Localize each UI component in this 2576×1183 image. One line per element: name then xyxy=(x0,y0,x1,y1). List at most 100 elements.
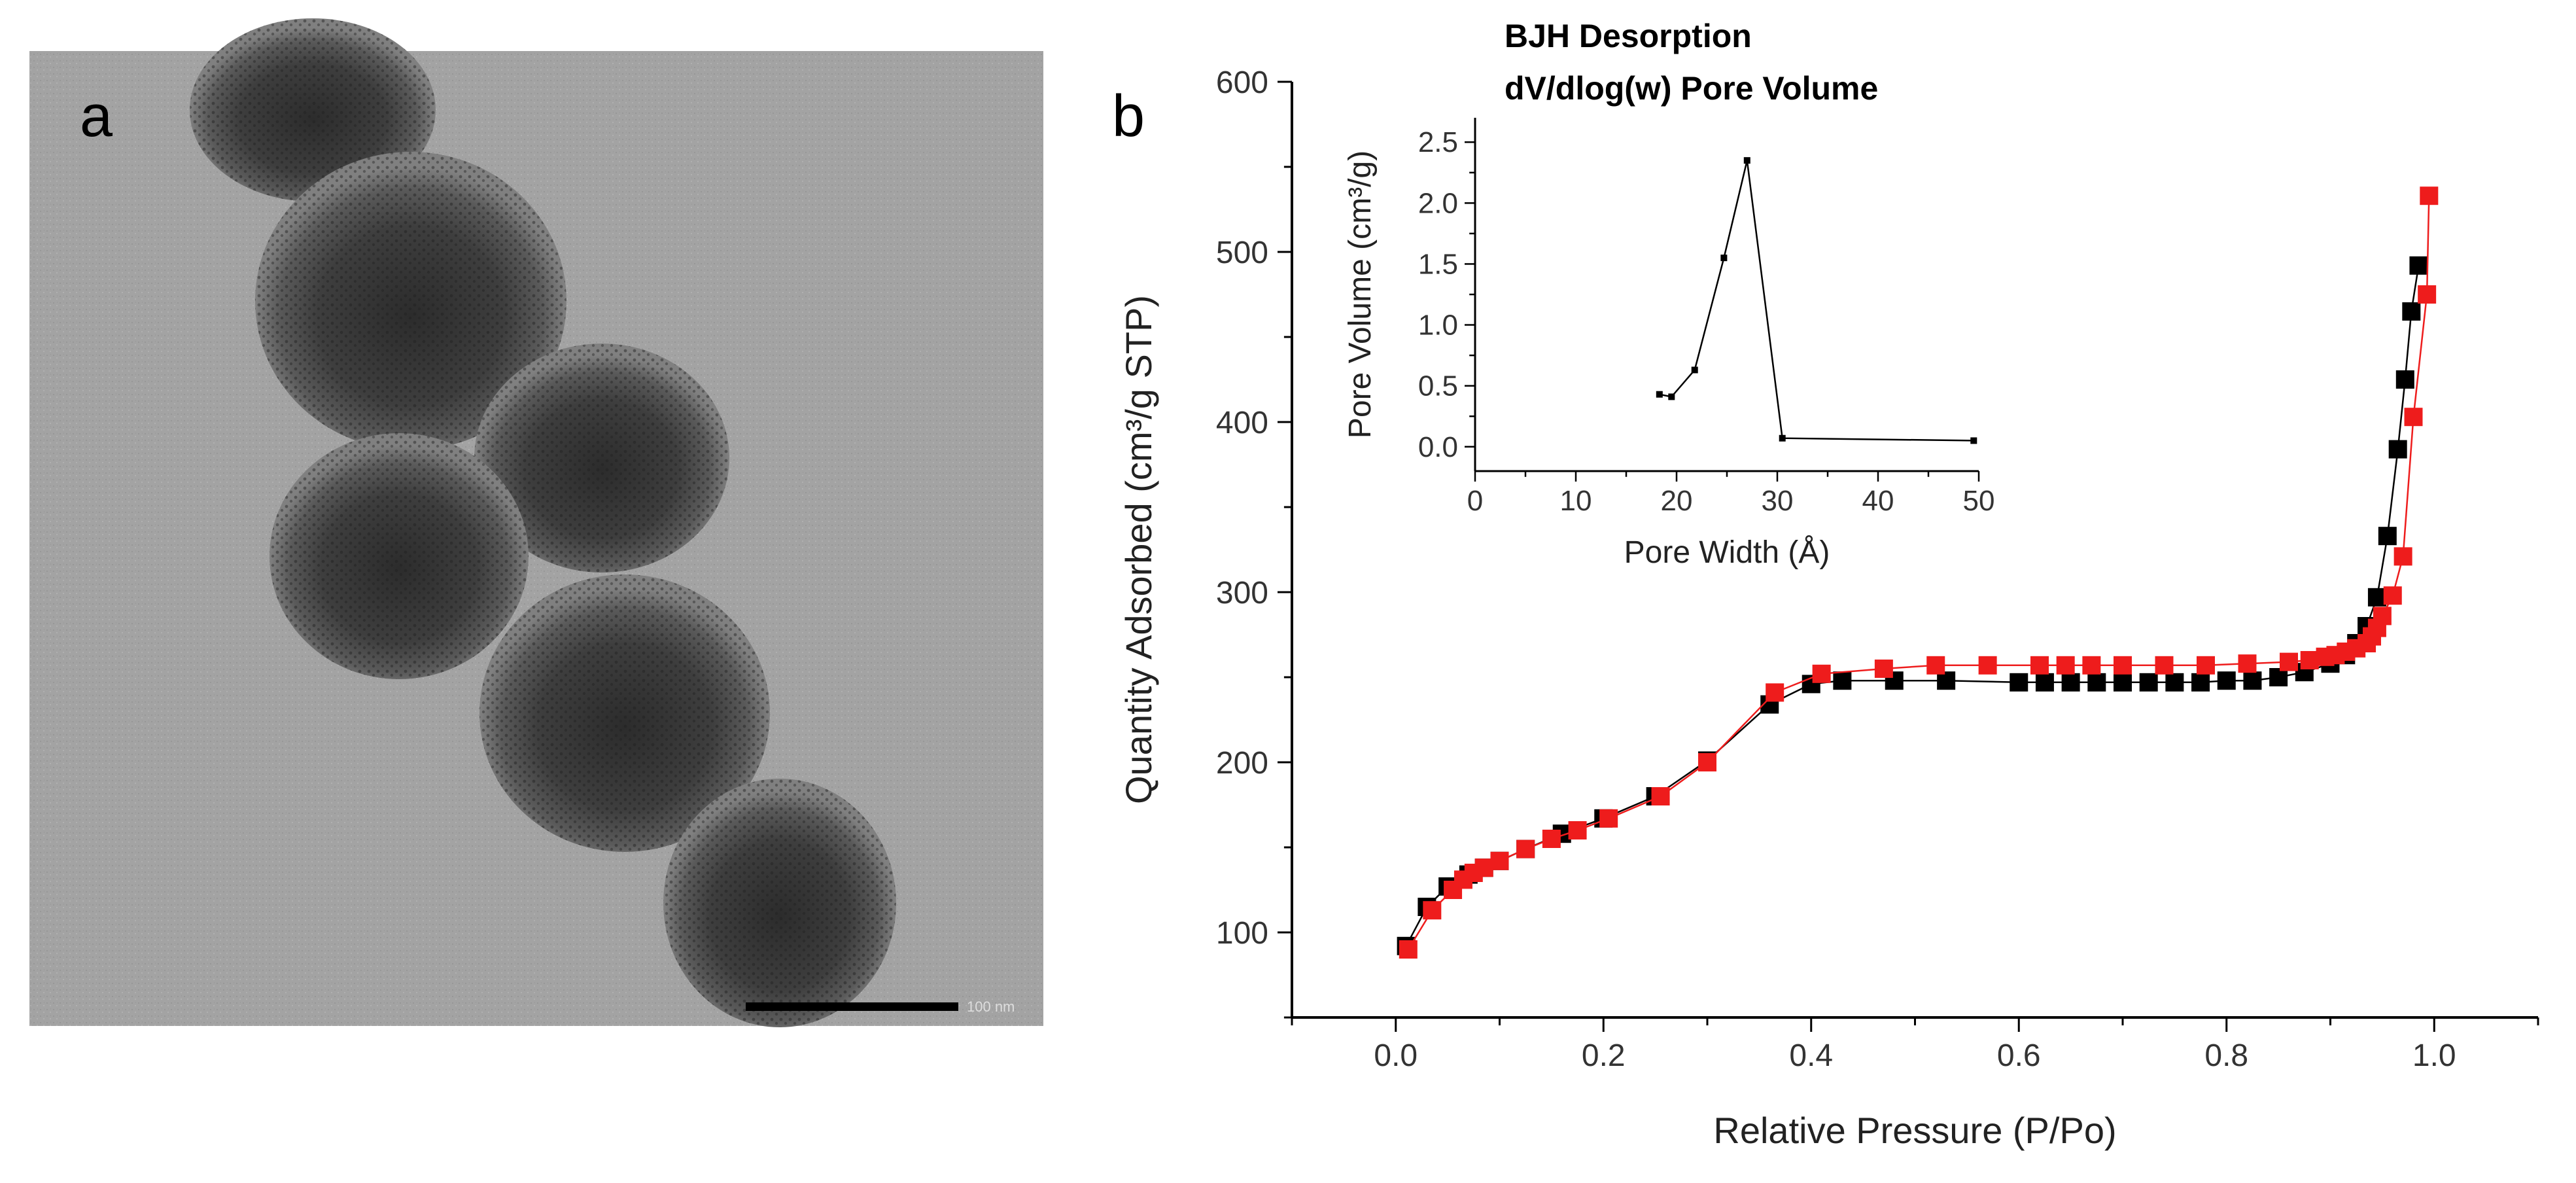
nanosphere xyxy=(479,574,770,852)
bjh-y-tick-label: 2.5 xyxy=(1418,126,1458,158)
isotherm-y-tick-label: 100 xyxy=(1216,916,1268,951)
isotherm-y-tick-label: 500 xyxy=(1216,236,1268,270)
bjh-series-line xyxy=(1659,160,1974,442)
scale-bar-label: 100 nm xyxy=(967,998,1015,1015)
isotherm-data-point xyxy=(2155,656,2174,675)
isotherm-data-point xyxy=(1568,821,1587,839)
isotherm-y-tick-label: 200 xyxy=(1216,746,1268,781)
bjh-title: BJH Desorption xyxy=(1505,18,1752,54)
isotherm-data-point xyxy=(2114,656,2132,675)
bjh-y-axis-title: Pore Volume (cm³/g) xyxy=(1343,150,1378,438)
bjh-x-tick-label: 0 xyxy=(1467,485,1483,517)
isotherm-y-tick-label: 400 xyxy=(1216,406,1268,440)
isotherm-data-point xyxy=(2402,302,2421,321)
isotherm-data-point xyxy=(2165,673,2184,692)
isotherm-data-point xyxy=(2280,652,2298,671)
isotherm-x-tick-label: 0.6 xyxy=(1997,1038,2041,1073)
isotherm-data-point xyxy=(1812,664,1831,683)
isotherm-data-point xyxy=(1766,683,1784,702)
isotherm-data-point xyxy=(2139,673,2158,692)
isotherm-data-point xyxy=(1833,671,1852,690)
isotherm-data-point xyxy=(2395,370,2414,389)
isotherm-data-point xyxy=(2035,673,2054,692)
isotherm-data-point xyxy=(2030,656,2049,675)
isotherm-data-point xyxy=(1490,851,1509,870)
isotherm-data-point xyxy=(2061,673,2080,692)
bjh-data-point xyxy=(1720,255,1728,262)
isotherm-data-point xyxy=(2238,654,2257,673)
isotherm-data-point xyxy=(1444,881,1463,899)
tem-image-panel: 100 nm a xyxy=(29,18,1043,1027)
isotherm-data-point xyxy=(2404,408,2423,427)
bjh-data-point xyxy=(1970,437,1977,444)
bjh-x-tick-label: 50 xyxy=(1963,485,1995,517)
panel-label-b: b xyxy=(1112,84,1145,149)
isotherm-data-point xyxy=(2316,647,2335,666)
bjh-data-point xyxy=(1779,434,1786,442)
isotherm-data-point xyxy=(1542,830,1561,848)
nanosphere-cluster xyxy=(190,18,896,1027)
bjh-x-tick-label: 40 xyxy=(1862,485,1894,517)
isotherm-data-point xyxy=(1698,753,1716,771)
isotherm-y-tick-label: 300 xyxy=(1216,576,1268,610)
isotherm-x-tick-label: 0.0 xyxy=(1374,1038,1418,1073)
nanosphere xyxy=(474,344,729,573)
isotherm-data-point xyxy=(2243,671,2262,690)
bjh-data-point xyxy=(1691,366,1698,374)
isotherm-data-point xyxy=(1926,656,1945,675)
isotherm-data-point xyxy=(1423,901,1442,920)
isotherm-data-point xyxy=(1516,839,1535,858)
isotherm-data-point xyxy=(2056,656,2075,675)
bjh-x-tick-label: 10 xyxy=(1560,485,1592,517)
bjh-y-tick-label: 2.0 xyxy=(1418,187,1458,219)
scale-bar xyxy=(746,1002,958,1011)
isotherm-data-point xyxy=(2300,651,2319,669)
bjh-data-point xyxy=(1743,157,1750,164)
isotherm-series-line xyxy=(1407,196,2430,950)
isotherm-data-point xyxy=(2418,285,2437,304)
isotherm-y-axis-title: Quantity Adsorbed (cm³/g STP) xyxy=(1118,295,1159,804)
isotherm-x-tick-label: 0.8 xyxy=(2204,1038,2248,1073)
isotherm-data-point xyxy=(2383,586,2402,605)
isotherm-data-point xyxy=(2087,673,2106,692)
isotherm-data-point xyxy=(1874,660,1893,678)
isotherm-x-tick-label: 1.0 xyxy=(2412,1038,2456,1073)
isotherm-data-point xyxy=(2420,186,2439,205)
bjh-y-tick-label: 1.0 xyxy=(1418,309,1458,342)
bjh-subtitle: dV/dlog(w) Pore Volume xyxy=(1505,70,1878,107)
isotherm-data-point xyxy=(2010,673,2028,692)
isotherm-data-point xyxy=(1978,656,1997,675)
nanosphere xyxy=(190,18,436,202)
isotherm-data-point xyxy=(2388,440,2407,459)
isotherm-data-point xyxy=(2191,673,2210,692)
isotherm-data-point xyxy=(1399,940,1418,959)
nanosphere xyxy=(663,779,896,1027)
isotherm-data-point xyxy=(2082,656,2101,675)
nanosphere xyxy=(270,433,529,679)
isotherm-data-point xyxy=(2114,673,2132,692)
bjh-y-tick-label: 0.0 xyxy=(1418,431,1458,463)
bjh-data-point xyxy=(1668,393,1675,400)
panel-label-a: a xyxy=(80,84,113,149)
bjh-inset-chart: 0 10 20 30 40 50 0.0 0.5 1.0 1.5 2.0 2.5 Pore Width … xyxy=(1343,18,1994,570)
isotherm-data-point xyxy=(2367,588,2386,607)
isotherm-data-point xyxy=(2217,671,2236,690)
isotherm-x-axis-title: Relative Pressure (P/Po) xyxy=(1713,1110,2116,1151)
bjh-x-tick-label: 30 xyxy=(1762,485,1794,517)
isotherm-data-point xyxy=(1651,787,1670,805)
nanosphere xyxy=(255,152,566,450)
isotherm-data-point xyxy=(1599,809,1618,828)
isotherm-x-tick-label: 0.2 xyxy=(1582,1038,1626,1073)
isotherm-data-point xyxy=(2269,668,2288,686)
isotherm-chart: 0.0 0.2 0.4 0.6 0.8 1.0100200300400500600Rela… xyxy=(1118,65,2539,1151)
isotherm-y-tick-label: 600 xyxy=(1216,65,1268,100)
isotherm-data-point xyxy=(1937,671,1956,690)
isotherm-data-point xyxy=(2197,656,2215,675)
bjh-y-tick-label: 1.5 xyxy=(1418,248,1458,280)
bjh-x-axis-title: Pore Width (Å) xyxy=(1624,535,1830,570)
bjh-data-point xyxy=(1656,391,1663,398)
bjh-y-tick-label: 0.5 xyxy=(1418,370,1458,402)
isotherm-data-point xyxy=(2378,527,2397,546)
